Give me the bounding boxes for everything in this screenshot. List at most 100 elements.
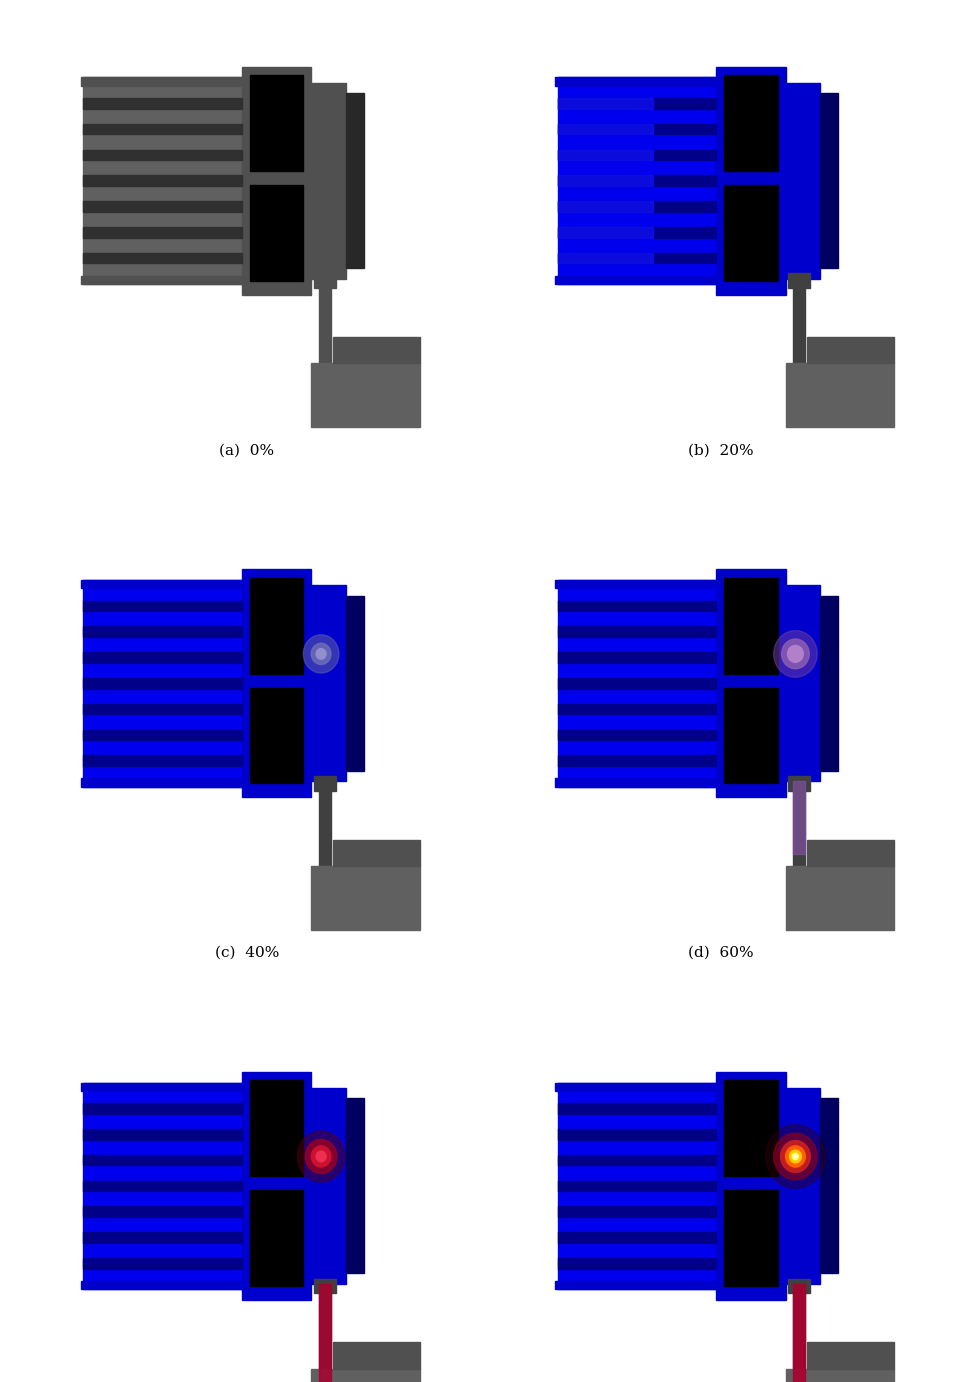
Circle shape	[788, 645, 803, 662]
Bar	[558, 176, 652, 187]
Bar	[555, 1281, 719, 1289]
Bar	[558, 1206, 716, 1218]
Bar	[250, 687, 303, 784]
Bar	[558, 149, 716, 160]
Circle shape	[317, 1151, 326, 1162]
Bar	[558, 124, 716, 134]
Bar	[83, 149, 242, 160]
Bar	[558, 1082, 716, 1289]
Bar	[319, 279, 331, 390]
Bar	[83, 124, 242, 134]
Bar	[333, 1342, 420, 1368]
Bar	[558, 1155, 716, 1165]
Bar	[558, 202, 652, 211]
Bar	[558, 227, 716, 238]
Bar	[555, 1082, 719, 1090]
Bar	[555, 77, 719, 86]
Bar	[794, 781, 805, 854]
Bar	[558, 1180, 716, 1191]
Bar	[83, 176, 242, 187]
Bar	[83, 580, 242, 786]
Bar	[724, 578, 777, 674]
Bar	[315, 1278, 336, 1294]
Bar	[724, 75, 777, 171]
Circle shape	[793, 1154, 799, 1159]
Bar	[558, 98, 716, 109]
Bar	[83, 253, 242, 264]
Bar	[558, 253, 716, 264]
Text: (d)  60%: (d) 60%	[688, 945, 754, 959]
Bar	[558, 98, 652, 109]
Bar	[716, 569, 785, 797]
Bar	[794, 1284, 805, 1382]
Bar	[716, 1072, 785, 1299]
Bar	[789, 274, 810, 289]
Bar	[789, 1278, 810, 1294]
Bar	[785, 363, 894, 427]
Bar	[83, 1129, 242, 1140]
Bar	[555, 778, 719, 786]
Bar	[558, 580, 716, 786]
Bar	[789, 777, 810, 791]
Bar	[558, 1258, 716, 1269]
Bar	[820, 596, 838, 771]
Bar	[83, 703, 242, 714]
Bar	[319, 1284, 331, 1382]
Bar	[807, 840, 894, 867]
Bar	[83, 1233, 242, 1242]
Bar	[558, 1233, 716, 1242]
Bar	[558, 1129, 716, 1140]
Bar	[83, 601, 242, 611]
Bar	[820, 1099, 838, 1273]
Bar	[83, 679, 242, 688]
Bar	[785, 586, 820, 781]
Text: (b)  20%: (b) 20%	[688, 444, 754, 457]
Circle shape	[781, 638, 809, 669]
Bar	[83, 202, 242, 211]
Bar	[724, 1190, 777, 1287]
Bar	[558, 626, 716, 637]
Bar	[83, 626, 242, 637]
Bar	[558, 679, 716, 688]
Bar	[80, 1082, 245, 1090]
Bar	[83, 1103, 242, 1114]
Bar	[242, 66, 311, 294]
Text: (a)  0%: (a) 0%	[220, 444, 274, 457]
Circle shape	[297, 1130, 345, 1182]
Bar	[311, 363, 420, 427]
Bar	[311, 83, 346, 279]
Bar	[558, 253, 652, 264]
Bar	[785, 867, 894, 930]
Bar	[80, 77, 245, 86]
Circle shape	[790, 1150, 802, 1162]
Bar	[785, 83, 820, 279]
Bar	[83, 1155, 242, 1165]
Bar	[346, 596, 364, 771]
Bar	[83, 77, 242, 283]
Bar	[311, 586, 346, 781]
Bar	[785, 1088, 820, 1284]
Circle shape	[303, 634, 339, 673]
Circle shape	[773, 1133, 817, 1180]
Bar	[558, 601, 716, 611]
Bar	[242, 1072, 311, 1299]
Bar	[558, 730, 716, 741]
Bar	[83, 652, 242, 663]
Bar	[83, 1206, 242, 1218]
Circle shape	[305, 1140, 337, 1173]
Bar	[83, 98, 242, 109]
Bar	[724, 687, 777, 784]
Bar	[80, 275, 245, 283]
Bar	[80, 778, 245, 786]
Bar	[820, 94, 838, 268]
Text: (c)  40%: (c) 40%	[215, 945, 279, 959]
Bar	[558, 202, 716, 211]
Bar	[83, 730, 242, 741]
Bar	[558, 1103, 716, 1114]
Bar	[555, 580, 719, 589]
Bar	[807, 337, 894, 363]
Bar	[319, 1284, 331, 1382]
Circle shape	[311, 1146, 331, 1166]
Bar	[794, 279, 805, 390]
Circle shape	[795, 1155, 797, 1158]
